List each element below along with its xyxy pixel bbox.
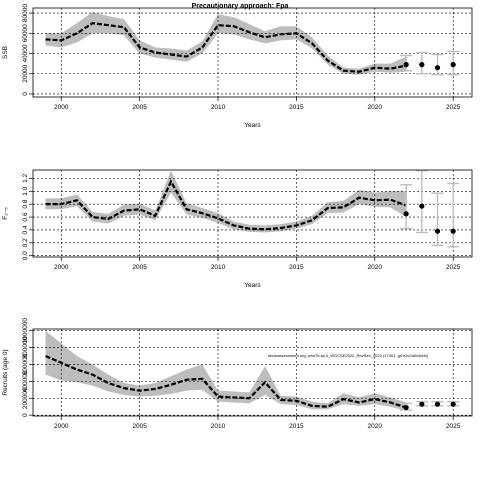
y-axis-label: F₂₋₅ — [2, 207, 9, 220]
x-axis-label: Years — [244, 282, 261, 289]
forecast-point — [450, 228, 456, 234]
forecast-point — [450, 62, 456, 68]
confidence-band — [45, 330, 407, 411]
x-tick-label: 2010 — [211, 104, 226, 111]
x-tick-label: 2010 — [211, 423, 226, 430]
chart-title: Precautionary approach: Fpa — [192, 3, 289, 10]
y-tick-label: 80000 — [22, 4, 29, 22]
x-tick-label: 2000 — [54, 104, 69, 111]
x-tick-label: 2015 — [289, 264, 304, 271]
y-tick-label: 40000 — [22, 44, 29, 62]
y-tick-label: 0.8 — [22, 199, 29, 208]
y-tick-label: 60000 — [22, 24, 29, 42]
x-tick-label: 2015 — [289, 423, 304, 430]
plot-frame — [32, 328, 473, 417]
x-tick-label: 2020 — [368, 423, 383, 430]
y-tick-label: 0.0 — [22, 251, 29, 260]
ssb-panel: 2000 2005 2010 2015 2020 2025 0 20000 40000 60000… — [2, 4, 473, 129]
y-tick-label: 1.0 — [22, 186, 29, 195]
forecast-point — [403, 62, 409, 68]
forecast-point — [434, 65, 441, 71]
x-tick-label: 2005 — [132, 423, 147, 430]
source-note: stockassessment.org, who7b.ss.4_WGCSE202… — [268, 353, 429, 358]
x-tick-label: 2025 — [446, 264, 461, 271]
y-tick-label: 0.2 — [22, 238, 29, 247]
x-tick-label: 2020 — [368, 104, 383, 111]
forecast-point — [419, 203, 425, 209]
fishing-mortality-panel: 2000 2005 2010 2015 2020 2025 0.0 0.2 0.4 0.6 0.8 1… — [2, 169, 473, 289]
y-tick-label: 0 — [22, 413, 29, 417]
x-tick-label: 2000 — [54, 423, 69, 430]
y-tick-label: 0.4 — [22, 225, 29, 234]
y-tick-label: 20000 — [22, 64, 29, 82]
forecast-point — [434, 401, 441, 407]
forecast-point — [419, 62, 425, 68]
confidence-band — [45, 12, 407, 75]
x-axis-label: Years — [244, 122, 261, 129]
x-tick-label: 2005 — [132, 264, 147, 271]
forecast-point — [434, 228, 441, 234]
y-tick-label: 1.2 — [22, 173, 29, 182]
estimate-line — [45, 22, 407, 73]
y-tick-label: 0.6 — [22, 212, 29, 221]
estimate-line — [45, 355, 407, 409]
forecast-point — [450, 401, 456, 407]
estimate-line — [45, 179, 407, 231]
y-tick-label: 800000 — [22, 336, 29, 358]
recruitment-panel: 2000 2005 2010 2015 2020 2025 0 200000400000600… — [2, 318, 473, 430]
y-axis-label: Recruits (age 0) — [2, 349, 9, 395]
forecast-point — [403, 404, 409, 411]
y-tick-label: 1000000 — [22, 318, 29, 344]
x-tick-label: 2025 — [446, 104, 461, 111]
y-tick-label: 600000 — [22, 353, 29, 375]
x-tick-label: 2025 — [446, 423, 461, 430]
forecast-point — [403, 211, 409, 217]
y-tick-label: 400000 — [22, 370, 29, 392]
y-tick-label: 200000 — [22, 387, 29, 409]
plot-frame — [32, 7, 473, 98]
x-tick-label: 2005 — [132, 104, 147, 111]
y-tick-label: 0 — [22, 92, 29, 96]
x-tick-label: 2020 — [368, 264, 383, 271]
x-tick-label: 2000 — [54, 264, 69, 271]
forecast-point — [419, 401, 425, 407]
y-axis-label: SSB — [2, 46, 9, 59]
x-tick-label: 2015 — [289, 104, 304, 111]
x-tick-label: 2010 — [211, 264, 226, 271]
plot-frame — [32, 169, 473, 258]
